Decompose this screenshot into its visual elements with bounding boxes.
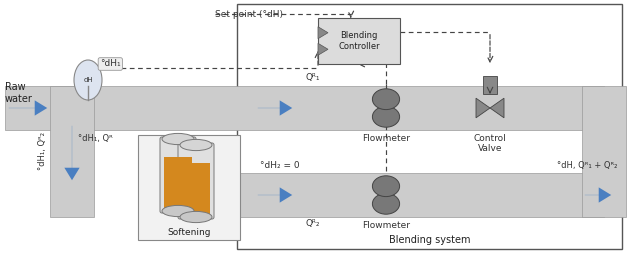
- Ellipse shape: [74, 60, 102, 100]
- Text: dH: dH: [83, 77, 93, 83]
- Bar: [318, 18, 400, 64]
- Bar: [5, 86, 604, 130]
- Text: Qᴿ₂: Qᴿ₂: [305, 219, 319, 228]
- Polygon shape: [318, 43, 328, 55]
- Bar: [237, 4, 622, 249]
- Ellipse shape: [162, 205, 194, 217]
- Ellipse shape: [162, 133, 194, 145]
- Text: Control
Valve: Control Valve: [474, 134, 507, 153]
- Bar: [225, 173, 604, 217]
- Ellipse shape: [180, 211, 212, 223]
- Ellipse shape: [372, 106, 399, 127]
- Bar: [50, 86, 94, 217]
- Text: Blending system: Blending system: [389, 235, 470, 245]
- Text: °dH, Qᴿ₁ + Qᴿ₂: °dH, Qᴿ₁ + Qᴿ₂: [557, 161, 617, 170]
- Text: Flowmeter: Flowmeter: [362, 221, 410, 230]
- Ellipse shape: [372, 89, 399, 110]
- Bar: [582, 86, 626, 217]
- Bar: [182, 163, 210, 215]
- Bar: [164, 157, 192, 209]
- Ellipse shape: [180, 139, 212, 151]
- Polygon shape: [318, 27, 328, 39]
- Polygon shape: [490, 98, 504, 118]
- Text: °dH₁, Qᴿ₂: °dH₁, Qᴿ₂: [38, 132, 47, 170]
- Text: Qᴿ₁: Qᴿ₁: [305, 73, 319, 82]
- Polygon shape: [476, 98, 490, 118]
- Text: °dH₁, Qᴿ: °dH₁, Qᴿ: [78, 134, 113, 143]
- Text: Blending
Controller: Blending Controller: [338, 31, 380, 51]
- FancyBboxPatch shape: [178, 143, 214, 219]
- FancyBboxPatch shape: [160, 137, 196, 213]
- Text: Set point (°dH): Set point (°dH): [215, 10, 283, 19]
- Text: Softening: Softening: [167, 228, 211, 237]
- Text: °dH₁: °dH₁: [100, 59, 120, 69]
- Text: °dH₂ = 0: °dH₂ = 0: [260, 161, 300, 170]
- Ellipse shape: [372, 193, 399, 214]
- Text: Flowmeter: Flowmeter: [362, 134, 410, 143]
- Bar: [138, 135, 240, 240]
- Bar: [483, 76, 497, 94]
- Text: Raw
water: Raw water: [5, 82, 33, 104]
- Ellipse shape: [372, 176, 399, 197]
